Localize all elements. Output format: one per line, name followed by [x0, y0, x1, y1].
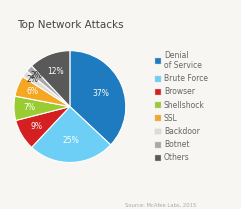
- Text: 2%: 2%: [31, 71, 42, 80]
- Text: 6%: 6%: [27, 87, 39, 96]
- Text: 2%: 2%: [27, 75, 39, 84]
- Wedge shape: [15, 77, 70, 107]
- Text: 37%: 37%: [92, 89, 109, 98]
- Wedge shape: [27, 66, 70, 107]
- Wedge shape: [32, 51, 70, 107]
- Wedge shape: [23, 71, 70, 107]
- Text: 9%: 9%: [30, 122, 42, 131]
- Wedge shape: [14, 96, 70, 121]
- Text: 25%: 25%: [63, 136, 79, 145]
- Text: Source: McAfee Labs, 2015: Source: McAfee Labs, 2015: [125, 203, 197, 208]
- Legend: Denial
of Service, Brute Force, Browser, Shellshock, SSL, Backdoor, Botnet, Othe: Denial of Service, Brute Force, Browser,…: [155, 51, 208, 162]
- Wedge shape: [70, 51, 126, 145]
- Text: 12%: 12%: [47, 67, 64, 76]
- Title: Top Network Attacks: Top Network Attacks: [17, 20, 123, 30]
- Text: 7%: 7%: [24, 103, 36, 112]
- Wedge shape: [16, 107, 70, 147]
- Wedge shape: [32, 107, 111, 163]
